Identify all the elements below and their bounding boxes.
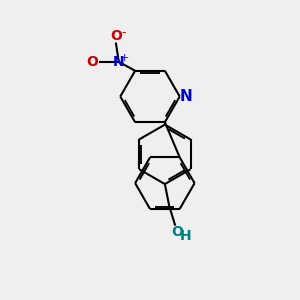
Text: O: O [110, 29, 122, 43]
Text: N: N [113, 55, 124, 69]
Text: O: O [86, 55, 98, 69]
Text: N: N [179, 89, 192, 104]
Text: H: H [180, 229, 191, 243]
Text: O: O [171, 225, 183, 238]
Text: -: - [121, 26, 125, 40]
Text: +: + [120, 53, 129, 63]
